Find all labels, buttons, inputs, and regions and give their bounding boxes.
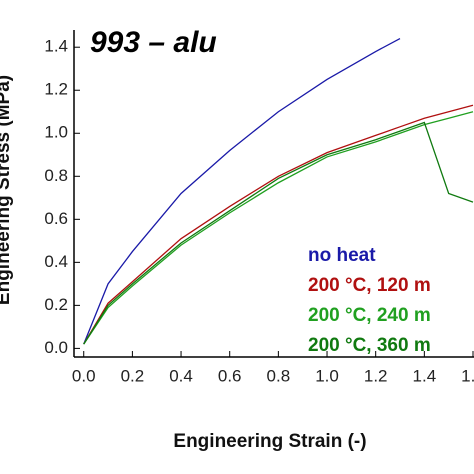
y-tick-label: 0.2 bbox=[44, 295, 68, 314]
x-tick-label: 0.8 bbox=[267, 366, 291, 385]
series-line bbox=[83, 111, 474, 345]
y-tick-label: 1.4 bbox=[44, 37, 68, 56]
y-tick-label: 1.2 bbox=[44, 80, 68, 99]
series-line bbox=[83, 121, 474, 345]
y-tick-label: 1.0 bbox=[44, 123, 68, 142]
x-tick-label: 0.4 bbox=[169, 366, 193, 385]
chart-title: 993 – alu bbox=[90, 26, 217, 59]
x-tick-label: 1.4 bbox=[413, 366, 437, 385]
legend-label: 200 °C, 240 m bbox=[308, 305, 431, 326]
legend-label: 200 °C, 120 m bbox=[308, 275, 431, 296]
x-tick-label: 1.2 bbox=[364, 366, 388, 385]
x-tick-label: 0.6 bbox=[218, 366, 242, 385]
legend-label: 200 °C, 360 m bbox=[308, 335, 431, 356]
x-axis-label: Engineering Strain (-) bbox=[173, 431, 366, 452]
x-tick-label: 1.6 bbox=[461, 366, 474, 385]
series-line bbox=[83, 104, 474, 345]
y-tick-label: 0.8 bbox=[44, 166, 68, 185]
legend-label: no heat bbox=[308, 245, 376, 266]
x-tick-label: 1.0 bbox=[315, 366, 339, 385]
y-tick-label: 0.4 bbox=[44, 252, 68, 271]
y-tick-label: 0.0 bbox=[44, 338, 68, 357]
series-line bbox=[83, 38, 401, 345]
x-tick-label: 0.0 bbox=[72, 366, 96, 385]
y-tick-label: 0.6 bbox=[44, 209, 68, 228]
y-axis-label: Engineering Stress (MPa) bbox=[0, 75, 14, 305]
x-tick-label: 0.2 bbox=[121, 366, 145, 385]
